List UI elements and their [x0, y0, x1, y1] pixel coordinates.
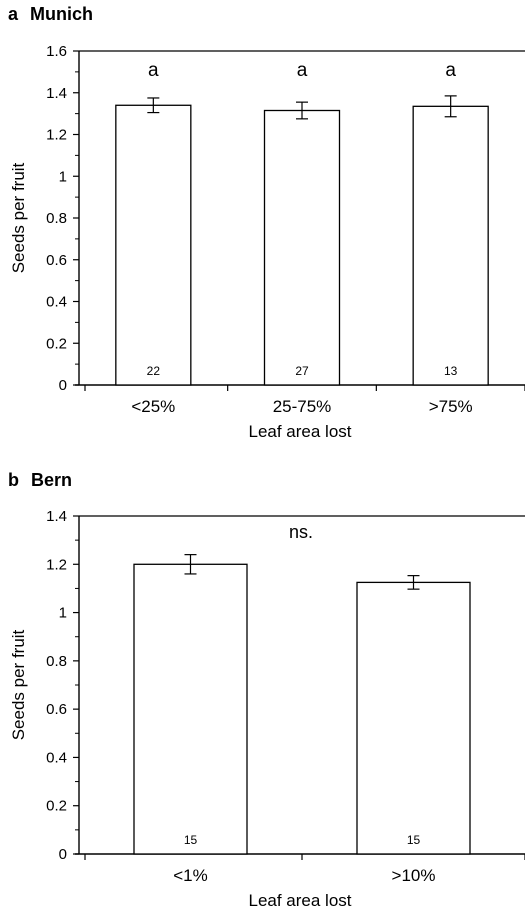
bern-y-tick-label: 0.4 [46, 749, 67, 766]
munich-y-tick-label: 0 [59, 377, 67, 394]
munich-y-tick-label: 1 [59, 168, 67, 185]
chart-munich: 0 0.2 0.4 0.6 0.8 1 1.2 1.4 1.6 22 <25% a 27 25-75% a 1… [0, 0, 525, 460]
munich-y-tick-label: 0.8 [46, 210, 67, 227]
munich-bar-label: 13 [444, 364, 458, 378]
bern-bar [357, 582, 470, 854]
bern-y-tick-label: 0 [59, 846, 67, 863]
bern-bar-label: 15 [407, 833, 421, 847]
munich-significance-letter: a [445, 60, 456, 81]
munich-bar [116, 105, 191, 385]
bern-y-tick-label: 1.2 [46, 556, 67, 573]
munich-y-tick-label: 1.2 [46, 127, 67, 144]
bern-y-tick-label: 0.6 [46, 701, 67, 718]
munich-bar [413, 106, 488, 385]
bern-y-tick-label: 0.8 [46, 653, 67, 670]
munich-category-label: <25% [131, 397, 175, 416]
munich-y-tick-label: 0.4 [46, 294, 67, 311]
bern-category-label: >10% [392, 866, 436, 885]
bern-category-label: <1% [173, 866, 208, 885]
chart-bern: 0 0.2 0.4 0.6 0.8 1 1.2 1.4 15 <1% 15 >10% ns. Leaf a… [0, 468, 525, 908]
munich-x-axis-title: Leaf area lost [248, 422, 351, 441]
bern-bar [134, 564, 247, 854]
munich-significance-letter: a [148, 60, 159, 81]
bern-annotation: ns. [289, 522, 313, 542]
bern-y-tick-label: 1.4 [46, 508, 67, 525]
munich-y-tick-label: 0.2 [46, 335, 67, 352]
munich-category-label: >75% [429, 397, 473, 416]
bern-bar-label: 15 [184, 833, 198, 847]
bern-y-axis-title: Seeds per fruit [9, 629, 28, 740]
munich-y-tick-label: 1.4 [46, 85, 67, 102]
munich-bar-label: 22 [147, 364, 161, 378]
munich-significance-letter: a [297, 60, 308, 81]
munich-y-tick-label: 1.6 [46, 43, 67, 60]
munich-bar [265, 110, 340, 385]
bern-x-axis-title: Leaf area lost [248, 891, 351, 908]
munich-y-axis-title: Seeds per fruit [9, 162, 28, 273]
munich-bar-label: 27 [295, 364, 309, 378]
bern-y-tick-label: 0.2 [46, 798, 67, 815]
bern-y-tick-label: 1 [59, 605, 67, 622]
munich-category-label: 25-75% [273, 397, 332, 416]
munich-y-tick-label: 0.6 [46, 252, 67, 269]
